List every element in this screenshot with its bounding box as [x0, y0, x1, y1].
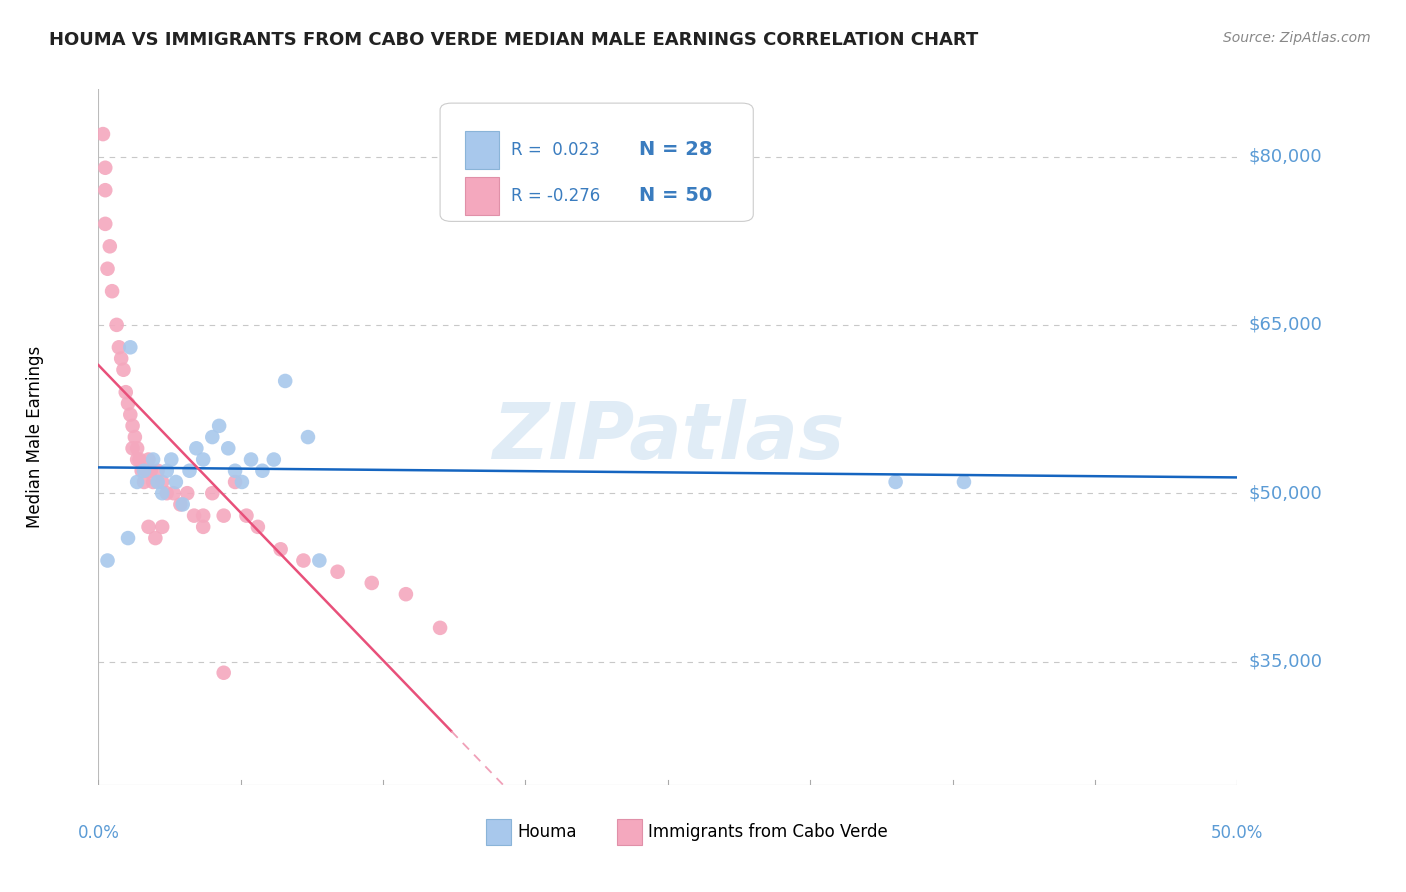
Point: [172, 497, 194, 511]
Point: [176, 486, 198, 500]
Point: [274, 374, 297, 388]
Point: [110, 351, 132, 366]
Point: [124, 430, 146, 444]
Point: [142, 452, 165, 467]
Point: [292, 553, 315, 567]
Point: [208, 418, 231, 433]
Point: [201, 486, 224, 500]
FancyBboxPatch shape: [440, 103, 754, 221]
Point: [145, 531, 167, 545]
Point: [156, 464, 179, 478]
Point: [263, 452, 285, 467]
Point: [127, 442, 149, 456]
Point: [270, 542, 292, 557]
Text: HOUMA VS IMMIGRANTS FROM CABO VERDE MEDIAN MALE EARNINGS CORRELATION CHART: HOUMA VS IMMIGRANTS FROM CABO VERDE MEDI…: [49, 31, 979, 49]
Point: [212, 665, 235, 680]
FancyBboxPatch shape: [465, 130, 499, 169]
Point: [91, 127, 114, 141]
Text: $50,000: $50,000: [1249, 484, 1322, 502]
Text: $80,000: $80,000: [1249, 147, 1322, 166]
FancyBboxPatch shape: [617, 819, 641, 846]
Point: [108, 340, 131, 354]
Text: 50.0%: 50.0%: [1211, 824, 1264, 842]
Point: [138, 452, 160, 467]
Point: [297, 430, 319, 444]
Point: [150, 475, 173, 489]
Point: [121, 418, 143, 433]
Text: R = -0.276: R = -0.276: [510, 186, 600, 204]
Point: [217, 442, 239, 456]
Point: [193, 452, 215, 467]
Point: [138, 520, 160, 534]
FancyBboxPatch shape: [485, 819, 510, 846]
Text: $65,000: $65,000: [1249, 316, 1322, 334]
Point: [98, 239, 121, 253]
Point: [186, 442, 208, 456]
Point: [150, 486, 173, 500]
Text: N = 50: N = 50: [640, 186, 713, 205]
Point: [121, 442, 143, 456]
Text: ZIPatlas: ZIPatlas: [492, 399, 844, 475]
Point: [146, 464, 169, 478]
Point: [132, 475, 155, 489]
Point: [246, 520, 269, 534]
Point: [953, 475, 976, 489]
Point: [101, 284, 124, 298]
Point: [165, 475, 187, 489]
Point: [252, 464, 274, 478]
Point: [884, 475, 907, 489]
Text: 0.0%: 0.0%: [77, 824, 120, 842]
Point: [94, 217, 117, 231]
Point: [395, 587, 418, 601]
Point: [142, 475, 165, 489]
Point: [179, 464, 201, 478]
Point: [94, 183, 117, 197]
Point: [224, 475, 246, 489]
Text: R =  0.023: R = 0.023: [510, 141, 599, 159]
Point: [360, 576, 382, 591]
Point: [193, 520, 215, 534]
Point: [231, 475, 253, 489]
Point: [169, 497, 191, 511]
Point: [240, 452, 263, 467]
Text: Houma: Houma: [517, 823, 576, 841]
Point: [132, 464, 155, 478]
Point: [135, 464, 157, 478]
Point: [94, 161, 117, 175]
Point: [96, 261, 118, 276]
Text: Median Male Earnings: Median Male Earnings: [25, 346, 44, 528]
Point: [160, 452, 183, 467]
Text: Immigrants from Cabo Verde: Immigrants from Cabo Verde: [648, 823, 889, 841]
Point: [146, 475, 169, 489]
Text: N = 28: N = 28: [640, 140, 713, 160]
Point: [127, 452, 149, 467]
Point: [120, 408, 142, 422]
Point: [308, 553, 330, 567]
Point: [183, 508, 205, 523]
Point: [326, 565, 349, 579]
Point: [429, 621, 451, 635]
Point: [112, 363, 135, 377]
Text: Source: ZipAtlas.com: Source: ZipAtlas.com: [1223, 31, 1371, 45]
Point: [235, 508, 257, 523]
Point: [117, 396, 139, 410]
Point: [127, 475, 149, 489]
Point: [212, 508, 235, 523]
Point: [131, 464, 153, 478]
Point: [96, 553, 118, 567]
Text: $35,000: $35,000: [1249, 653, 1323, 671]
Point: [193, 508, 215, 523]
Point: [120, 340, 142, 354]
Point: [139, 464, 162, 478]
Point: [224, 464, 246, 478]
Point: [156, 486, 179, 500]
FancyBboxPatch shape: [465, 177, 499, 215]
Point: [201, 430, 224, 444]
Point: [117, 531, 139, 545]
Point: [114, 385, 136, 400]
Point: [128, 452, 150, 467]
Point: [105, 318, 128, 332]
Point: [150, 520, 173, 534]
Point: [162, 486, 184, 500]
